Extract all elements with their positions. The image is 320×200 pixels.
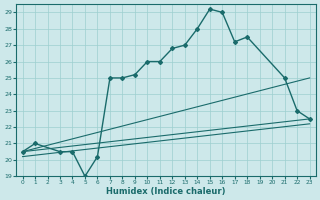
X-axis label: Humidex (Indice chaleur): Humidex (Indice chaleur) bbox=[106, 187, 226, 196]
